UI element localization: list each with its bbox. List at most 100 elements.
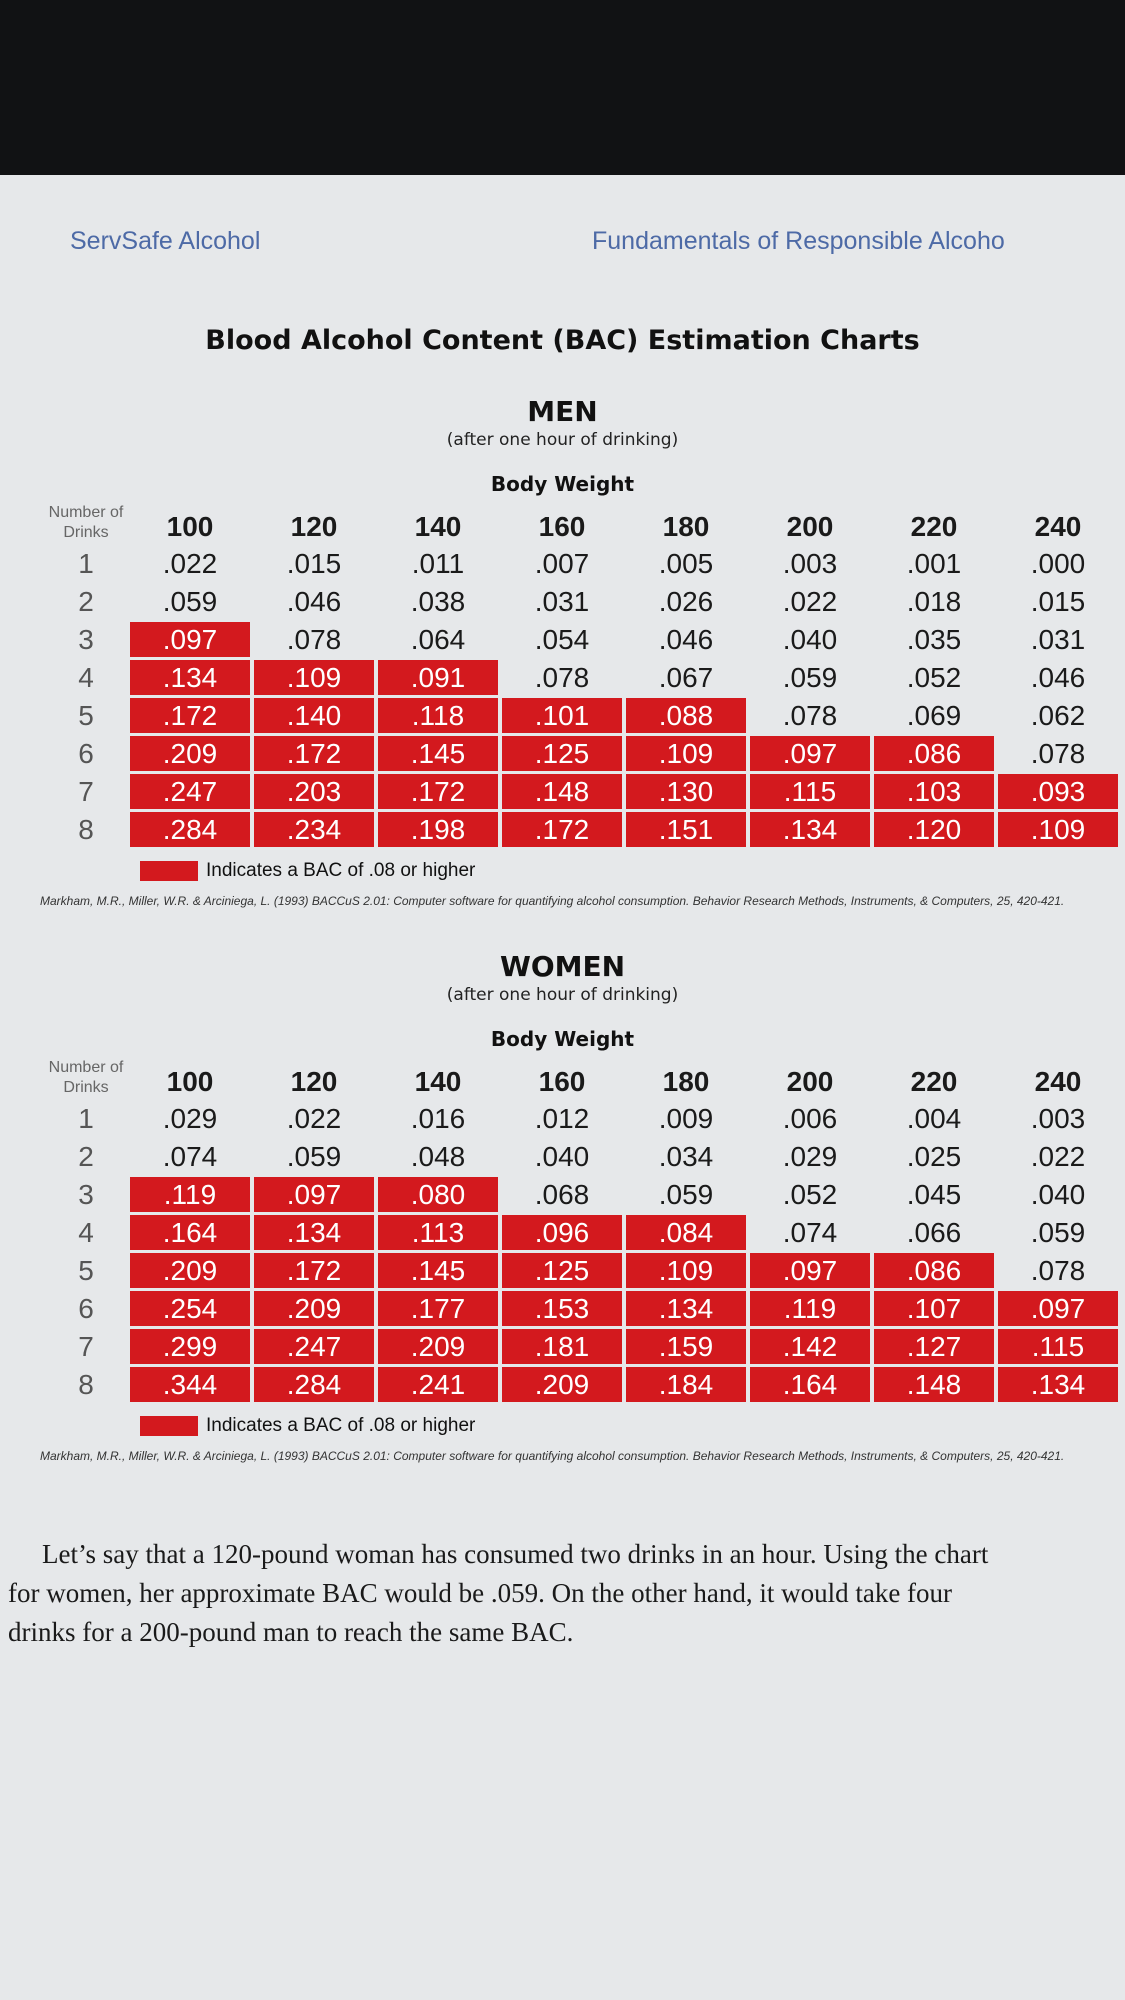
bac-value: .284 <box>130 812 250 847</box>
weight-header: 200 <box>786 1066 834 1097</box>
weight-header: 100 <box>166 1066 214 1097</box>
bac-value: .078 <box>286 623 342 655</box>
drinks-count: 4 <box>78 1216 94 1248</box>
bac-value: .068 <box>534 1178 590 1210</box>
bac-value: .038 <box>410 585 466 617</box>
weight-header: 240 <box>1034 1066 1082 1097</box>
bac-value: .177 <box>378 1291 498 1326</box>
legend-prefix: Indicates a BAC of <box>206 1415 369 1436</box>
drinks-count: 8 <box>78 1368 94 1400</box>
bac-value: .118 <box>378 698 498 733</box>
bac-value: .115 <box>750 774 870 809</box>
bac-value: .084 <box>626 1215 746 1250</box>
bac-value: .000 <box>1030 547 1086 579</box>
bac-value: .153 <box>502 1291 622 1326</box>
bac-value: .172 <box>130 698 250 733</box>
data-row: 7 .299.247.209.181.159.142.127.115 <box>46 1329 1118 1364</box>
bac-value: .344 <box>130 1367 250 1402</box>
legend-threshold: .08 <box>368 1415 396 1436</box>
bac-value: .140 <box>254 698 374 733</box>
bac-value: .062 <box>1030 699 1086 731</box>
weight-header: 160 <box>538 1066 586 1097</box>
data-row: 3 .119.097.080 .068 .059 .052 .045 .040 <box>46 1177 1118 1212</box>
bac-value: .052 <box>906 661 962 693</box>
weight-header: 240 <box>1034 511 1082 542</box>
bac-value: .254 <box>130 1291 250 1326</box>
row-label: Number of Drinks <box>48 504 124 541</box>
bac-value: .299 <box>130 1329 250 1364</box>
bac-value: .007 <box>534 547 590 579</box>
bac-value: .066 <box>906 1216 962 1248</box>
weight-header: 180 <box>662 511 710 542</box>
bac-value: .134 <box>130 660 250 695</box>
bac-value: .101 <box>502 698 622 733</box>
bac-value: .198 <box>378 812 498 847</box>
data-row: 1 .022 .015 .011 .007 .005 .003 .001 .000 <box>46 546 1118 581</box>
bac-value: .107 <box>874 1291 994 1326</box>
bac-value: .067 <box>658 661 714 693</box>
bac-value: .134 <box>750 812 870 847</box>
bac-value: .025 <box>906 1140 962 1172</box>
bac-value: .096 <box>502 1215 622 1250</box>
bac-value: .209 <box>378 1329 498 1364</box>
bac-value: .164 <box>130 1215 250 1250</box>
bac-value: .125 <box>502 736 622 771</box>
chart-heading: MEN <box>527 395 598 428</box>
data-row: 4 .164.134.113.096.084 .074 .066 .059 <box>46 1215 1118 1250</box>
legend-swatch <box>140 861 198 881</box>
bac-value: .097 <box>254 1177 374 1212</box>
drinks-count: 3 <box>78 623 94 655</box>
bac-value: .016 <box>410 1102 466 1134</box>
bac-value: .145 <box>378 736 498 771</box>
bac-value: .093 <box>998 774 1118 809</box>
bac-value: .080 <box>378 1177 498 1212</box>
bac-value: .015 <box>1030 585 1086 617</box>
bac-value: .012 <box>534 1102 590 1134</box>
legend-prefix: Indicates a BAC of <box>206 860 369 881</box>
bac-value: .247 <box>130 774 250 809</box>
bac-value: .181 <box>502 1329 622 1364</box>
bac-value: .086 <box>874 736 994 771</box>
bac-value: .034 <box>658 1140 714 1172</box>
bac-value: .148 <box>502 774 622 809</box>
weight-header: 120 <box>290 511 338 542</box>
bac-value: .031 <box>1030 623 1086 655</box>
bac-value: .241 <box>378 1367 498 1402</box>
bac-value: .046 <box>1030 661 1086 693</box>
header-left: ServSafe Alcohol <box>70 227 261 255</box>
data-row: 7 .247.203.172.148.130.115.103.093 <box>46 774 1118 809</box>
bac-value: .234 <box>254 812 374 847</box>
bac-value: .284 <box>254 1367 374 1402</box>
weight-header: 200 <box>786 511 834 542</box>
data-row: 2 .059 .046 .038 .031 .026 .022 .018 .015 <box>46 584 1118 619</box>
column-group-label: Body Weight <box>490 472 635 496</box>
bac-value: .086 <box>874 1253 994 1288</box>
bac-value: .125 <box>502 1253 622 1288</box>
bac-value: .148 <box>874 1367 994 1402</box>
header-row: Number of Drinks 100 120 140 160 180 200 220 240 <box>46 1058 1118 1098</box>
chart-section: WOMEN (after one hour of drinking) Body We… <box>0 950 1125 1463</box>
drinks-count: 2 <box>78 1140 94 1172</box>
bac-value: .145 <box>378 1253 498 1288</box>
legend-threshold: .08 <box>368 860 396 881</box>
bac-value: .059 <box>1030 1216 1086 1248</box>
bac-value: .029 <box>162 1102 218 1134</box>
legend: Indicates a BAC of .08 or higher <box>140 1415 1125 1437</box>
legend-suffix: or higher <box>395 860 476 881</box>
bac-value: .040 <box>1030 1178 1086 1210</box>
data-row: 5 .209.172.145.125.109.097.086 .078 <box>46 1253 1118 1288</box>
bac-value: .209 <box>254 1291 374 1326</box>
bac-value: .109 <box>254 660 374 695</box>
weight-header: 140 <box>414 511 462 542</box>
drinks-count: 7 <box>78 775 94 807</box>
bac-value: .134 <box>998 1367 1118 1402</box>
bac-value: .054 <box>534 623 590 655</box>
bac-value: .059 <box>286 1140 342 1172</box>
bac-value: .172 <box>254 736 374 771</box>
bac-value: .003 <box>1030 1102 1086 1134</box>
citation: Markham, M.R., Miller, W.R. & Arciniega,… <box>40 894 1065 908</box>
bac-table: Number of Drinks 100 120 140 160 180 200 220 240… <box>42 500 1122 850</box>
legend-suffix: or higher <box>395 1415 476 1436</box>
data-row: 8 .284.234.198.172.151.134.120.109 <box>46 812 1118 847</box>
